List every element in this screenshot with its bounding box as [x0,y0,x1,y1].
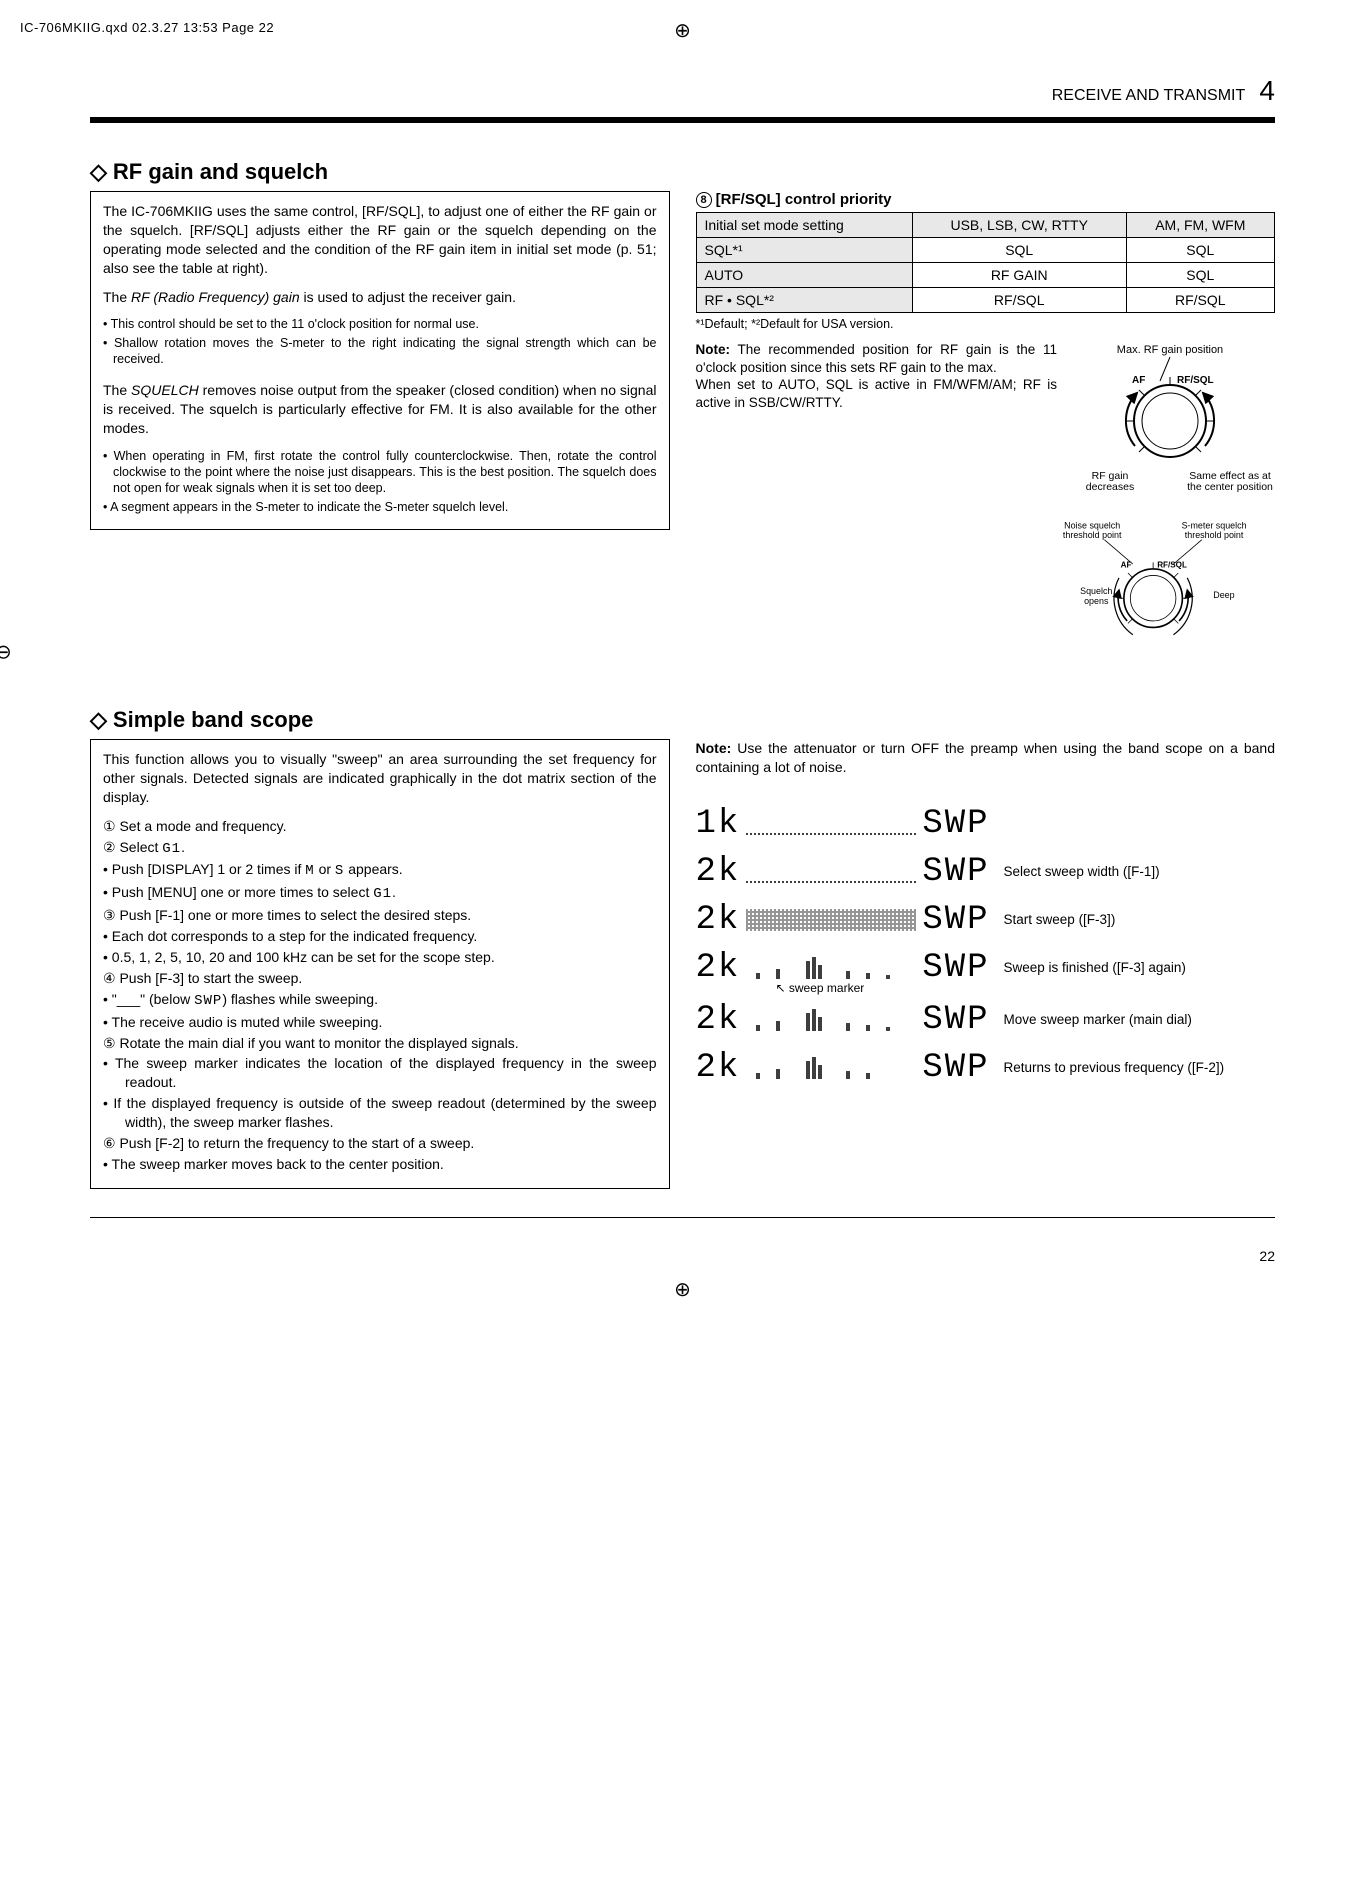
crop-mark-left: ⊖ [0,639,12,664]
bullet: • A segment appears in the S-meter to in… [103,499,657,515]
sub-bullet: • If the displayed frequency is outside … [103,1094,657,1132]
crop-mark-top: ⊕ [674,18,691,43]
lcd-label: Select sweep width ([F-1]) [1004,864,1160,880]
td: SQL [1126,263,1274,288]
scope-left-box: This function allows you to visually "sw… [90,739,670,1189]
td: SQL [1126,238,1274,263]
th: USB, LSB, CW, RTTY [912,213,1126,238]
lcd-label: Move sweep marker (main dial) [1004,1012,1192,1028]
paragraph: The RF (Radio Frequency) gain is used to… [103,288,657,307]
rf-gain-dial-diagram: Max. RF gain position AF RF/SQL [1065,341,1275,501]
print-header: IC-706MKIIG.qxd 02.3.27 13:53 Page 22 [20,20,1275,35]
lcd-row: 2kSWP Select sweep width ([F-1]) [696,853,1276,891]
step: ③ Push [F-1] one or more times to select… [103,906,657,925]
chapter-number: 4 [1259,75,1275,106]
sub-bullet: • 0.5, 1, 2, 5, 10, 20 and 100 kHz can b… [103,948,657,967]
th: AM, FM, WFM [1126,213,1274,238]
lcd-row: 2k SWP Move sweep marker (main dial) [696,1001,1276,1039]
td: AUTO [696,263,912,288]
section-name: RECEIVE AND TRANSMIT [1052,87,1245,104]
td: RF/SQL [1126,288,1274,313]
svg-text:Deep: Deep [1213,590,1234,600]
lcd-row: 1kSWP [696,805,1276,843]
bullet: • When operating in FM, first rotate the… [103,448,657,497]
td: SQL*¹ [696,238,912,263]
divider [90,1217,1275,1218]
step: ⑥ Push [F-2] to return the frequency to … [103,1134,657,1153]
th: Initial set mode setting [696,213,912,238]
page-header: RECEIVE AND TRANSMIT 4 [90,75,1275,107]
sub-bullet: • The receive audio is muted while sweep… [103,1013,657,1032]
sub-bullet: • "___" (below SWP) flashes while sweepi… [103,990,657,1011]
svg-text:Same effect as atthe center po: Same effect as atthe center position [1187,470,1273,493]
lcd-row: 2kSWP Start sweep ([F-3]) [696,901,1276,939]
paragraph: This function allows you to visually "sw… [103,750,657,807]
paragraph: The SQUELCH removes noise output from th… [103,381,657,438]
title-text: Simple band scope [113,707,314,732]
td: RF GAIN [912,263,1126,288]
diamond-icon: ◇ [90,707,107,732]
rf-left-box: The IC-706MKIIG uses the same control, [… [90,191,670,530]
section-title-rf: ◇RF gain and squelch [90,159,1275,185]
lcd-label: Returns to previous frequency ([F-2]) [1004,1060,1225,1076]
lcd-row: 2k SWP Returns to previous frequency ([F… [696,1049,1276,1087]
subhead: 8 [RF/SQL] control priority [696,191,1276,208]
section-title-scope: ◇Simple band scope [90,707,1275,733]
svg-text:AF: AF [1121,560,1132,569]
control-priority-table: Initial set mode setting USB, LSB, CW, R… [696,212,1276,313]
svg-text:AF: AF [1132,375,1145,386]
note-block: Note: The recommended position for RF ga… [696,341,1058,411]
td: RF/SQL [912,288,1126,313]
sub-bullet: • The sweep marker moves back to the cen… [103,1155,657,1174]
diamond-icon: ◇ [90,159,107,184]
step: ④ Push [F-3] to start the sweep. [103,969,657,988]
svg-text:RF gaindecreases: RF gaindecreases [1086,470,1134,493]
svg-text:Max. RF gain position: Max. RF gain position [1117,344,1223,356]
circled-8-icon: 8 [696,192,712,208]
step: ① Set a mode and frequency. [103,817,657,836]
svg-text:Squelchopens: Squelchopens [1080,586,1112,606]
sub-bullet: • Push [MENU] one or more times to selec… [103,883,657,904]
page-number: 22 [90,1248,1275,1264]
table-footnote: *¹Default; *²Default for USA version. [696,317,1276,331]
crop-mark-bottom: ⊕ [674,1277,691,1302]
sub-bullet: • Each dot corresponds to a step for the… [103,927,657,946]
td: SQL [912,238,1126,263]
sub-bullet: • The sweep marker indicates the locatio… [103,1054,657,1092]
paragraph: The IC-706MKIIG uses the same control, [… [103,202,657,278]
lcd-label: Sweep is finished ([F-3] again) [1004,960,1186,976]
svg-text:RF/SQL: RF/SQL [1157,560,1187,569]
bullet: • This control should be set to the 11 o… [103,316,657,332]
scope-note: Note: Use the attenuator or turn OFF the… [696,739,1276,777]
divider [90,118,1275,123]
step: ② Select G1. [103,838,657,859]
svg-text:S-meter squelchthreshold point: S-meter squelchthreshold point [1182,520,1247,540]
title-text: RF gain and squelch [113,159,328,184]
svg-text:Noise squelchthreshold point: Noise squelchthreshold point [1063,520,1122,540]
lcd-label: Start sweep ([F-3]) [1004,912,1116,928]
svg-text:RF/SQL: RF/SQL [1177,375,1214,386]
squelch-dial-diagram: Noise squelchthreshold point S-meter squ… [1015,501,1275,671]
sub-bullet: • Push [DISPLAY] 1 or 2 times if M or S … [103,860,657,881]
td: RF • SQL*² [696,288,912,313]
step: ⑤ Rotate the main dial if you want to mo… [103,1034,657,1053]
bullet: • Shallow rotation moves the S-meter to … [103,335,657,368]
